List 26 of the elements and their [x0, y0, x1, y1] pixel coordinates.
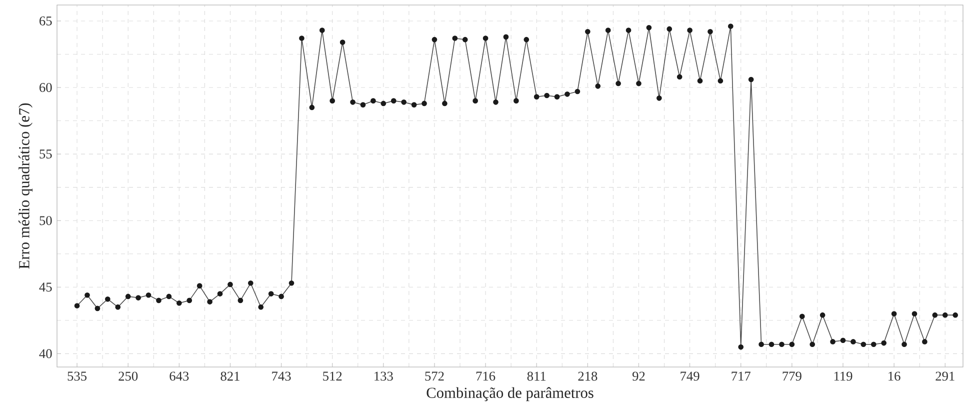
x-tick-label: 291: [936, 372, 954, 381]
y-tick-label: 40: [39, 349, 52, 358]
x-tick-label: 821: [220, 372, 240, 381]
x-tick-label: 743: [272, 372, 291, 381]
x-tick-label: 717: [732, 372, 750, 380]
y-tick-label: 45: [39, 282, 52, 292]
y-tick-label: 60: [40, 83, 52, 92]
y-tick-label: 50: [40, 216, 52, 226]
x-tick-label: 572: [425, 372, 444, 381]
x-tick-label: 512: [323, 372, 342, 381]
y-axis-title: Erro médio quadrático (e7): [18, 103, 32, 269]
x-tick-label: 811: [527, 372, 546, 381]
x-tick-label: 218: [578, 372, 598, 381]
x-tick-label: 749: [680, 372, 700, 381]
y-tick-label: 65: [40, 16, 52, 26]
x-tick-label: 133: [374, 372, 393, 381]
x-tick-label: 535: [68, 372, 87, 381]
x-tick-label: 643: [170, 372, 189, 381]
x-axis-title: Combinação de parâmetros: [426, 387, 594, 402]
x-tick-label: 716: [476, 372, 496, 381]
x-tick-label: 119: [834, 372, 852, 381]
x-tick-label: 250: [118, 372, 138, 381]
x-tick-label: 92: [632, 372, 645, 381]
x-tick-label: 16: [888, 372, 900, 381]
x-tick-label: 779: [782, 372, 802, 381]
y-tick-label: 55: [40, 150, 52, 158]
